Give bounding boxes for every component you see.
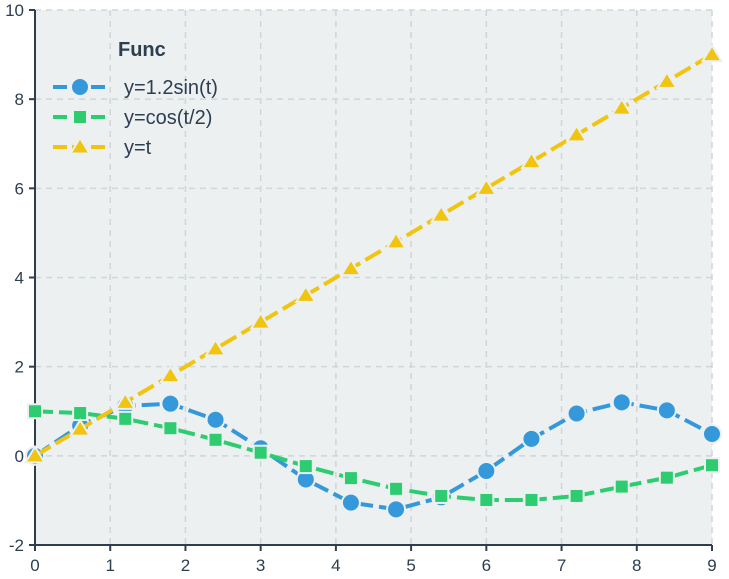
data-point: [384, 230, 408, 250]
data-point: [429, 204, 453, 223]
data-point: [342, 470, 359, 487]
data-point: [117, 410, 134, 427]
series-line: [33, 400, 713, 512]
x-tick-label: 1: [105, 556, 114, 575]
data-point: [340, 492, 361, 513]
data-point: [114, 391, 137, 410]
data-point: [23, 444, 47, 464]
x-tick-label: 4: [331, 556, 340, 575]
data-point: [611, 392, 632, 413]
data-point: [297, 458, 314, 475]
data-point: [658, 469, 675, 486]
data-point: [386, 499, 407, 520]
data-point: [656, 400, 677, 421]
y-tick-label: 6: [15, 179, 24, 198]
legend-marker: [72, 109, 88, 125]
data-point: [704, 457, 720, 474]
data-point: [433, 487, 450, 504]
x-tick-label: 2: [181, 556, 190, 575]
legend: Func y=1.2sin(t) y=cos(t/2) y=t: [53, 39, 218, 159]
data-point: [205, 409, 226, 430]
series-2: [27, 403, 720, 508]
data-point: [68, 418, 92, 437]
data-point: [565, 123, 588, 143]
data-point: [294, 284, 318, 303]
legend-entry: y=t: [53, 136, 152, 159]
legend-label: y=t: [124, 137, 152, 159]
legend-label: y=cos(t/2): [124, 107, 212, 129]
legend-entry: y=cos(t/2): [53, 107, 212, 129]
x-tick-label: 5: [406, 556, 415, 575]
data-point: [388, 480, 405, 497]
x-tick-label: 8: [632, 556, 641, 575]
y-tick-label: 2: [15, 358, 24, 377]
data-point: [655, 70, 679, 89]
data-point: [610, 97, 633, 116]
y-tick-label: 4: [15, 269, 24, 288]
data-point: [27, 403, 43, 420]
series-line: [33, 52, 714, 458]
legend-entry: y=1.2sin(t): [53, 77, 218, 99]
y-tick-label: 0: [15, 447, 24, 466]
x-tick-label: 0: [30, 556, 39, 575]
series-line: [34, 409, 713, 502]
series-layer: [23, 43, 724, 520]
data-point: [478, 491, 495, 508]
data-point: [566, 403, 587, 424]
data-point: [520, 150, 543, 170]
data-point: [162, 420, 179, 437]
x-tick-label: 3: [256, 556, 265, 575]
data-point: [72, 405, 89, 422]
data-point: [700, 43, 724, 63]
legend-marker: [70, 77, 90, 97]
data-point: [204, 337, 227, 357]
y-tick-label: 8: [15, 90, 24, 109]
legend-title: Func: [118, 39, 166, 61]
y-tick-label: 10: [5, 1, 24, 20]
data-point: [160, 393, 181, 414]
data-point: [207, 431, 224, 448]
series-3: [23, 43, 724, 464]
data-point: [249, 311, 272, 330]
tick-labels: -2 0 2 4 6 8 10 0 1 2 3 4 5 6 7 8 9: [5, 1, 717, 575]
y-tick-label: -2: [9, 536, 24, 555]
data-point: [568, 487, 585, 504]
legend-label: y=1.2sin(t): [124, 77, 218, 99]
legend-marker: [68, 136, 92, 155]
data-point: [159, 364, 182, 384]
data-point: [475, 177, 498, 196]
data-point: [523, 491, 540, 508]
data-point: [339, 257, 363, 277]
x-tick-label: 9: [707, 556, 716, 575]
data-point: [613, 478, 630, 495]
data-point: [252, 444, 269, 461]
x-tick-label: 6: [482, 556, 491, 575]
data-point: [521, 428, 542, 449]
data-point: [702, 423, 722, 444]
x-tick-label: 7: [557, 556, 566, 575]
data-point: [476, 460, 497, 481]
